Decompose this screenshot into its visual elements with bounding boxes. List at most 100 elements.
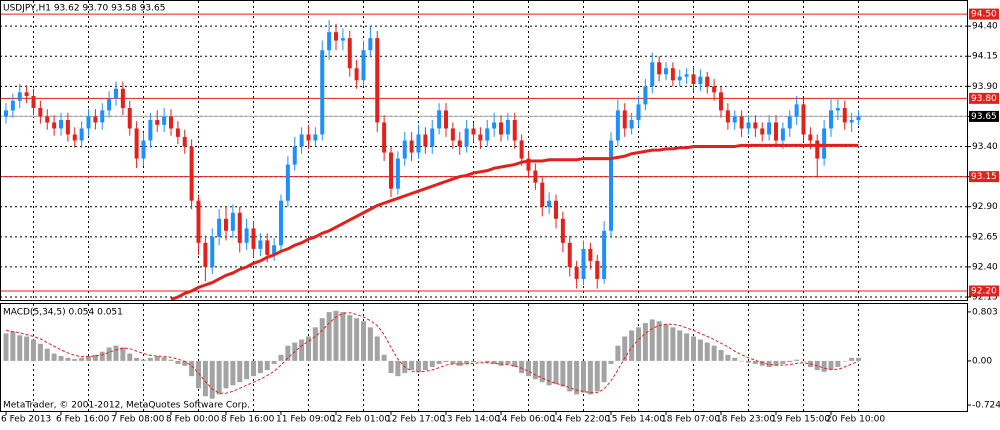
label-layer: USDJPY,H1 93.62 93.70 93.58 93.65 MACD(5…	[1, 4, 1000, 425]
candle-body	[505, 120, 510, 135]
macd-bar	[539, 360, 545, 383]
candle-body	[815, 140, 820, 159]
macd-bar	[436, 360, 442, 364]
candle-body	[4, 110, 8, 117]
candle-body	[402, 140, 407, 159]
macd-bar	[505, 360, 511, 364]
y-tick-label: 92.90	[972, 202, 998, 212]
candle-body	[437, 110, 442, 129]
candle-body	[244, 228, 249, 243]
candle-body	[340, 38, 345, 41]
macd-bar	[629, 330, 635, 361]
candle-body	[196, 200, 201, 243]
candle-body	[17, 92, 22, 101]
y-tick-label: -0.724	[972, 401, 1000, 411]
macd-bar	[264, 360, 270, 371]
macd-bar	[828, 360, 834, 371]
candle-body	[107, 98, 112, 111]
macd-bar	[409, 360, 415, 371]
candle-body	[602, 230, 607, 279]
candle-body	[760, 128, 765, 135]
candle-body	[423, 134, 428, 147]
y-tick-label: 94.40	[972, 22, 998, 32]
macd-bar	[491, 360, 497, 364]
candle-body	[664, 68, 668, 75]
macd-bar	[230, 360, 236, 386]
macd-bar	[691, 336, 696, 361]
macd-bar	[347, 315, 353, 361]
candle-body	[471, 128, 476, 135]
candle-body	[588, 248, 593, 261]
macd-bar	[498, 360, 504, 366]
candle-body	[162, 116, 167, 125]
macd-bar	[739, 360, 745, 362]
candle-body	[643, 86, 648, 105]
candle-body	[175, 128, 180, 137]
macd-bar	[801, 360, 806, 362]
candle-body	[272, 245, 277, 255]
candle-body	[774, 122, 778, 141]
candle-body	[849, 120, 854, 123]
candle-body	[52, 122, 57, 129]
x-tick-label: 6 Feb 2013	[1, 415, 51, 425]
macd-bar	[471, 360, 476, 363]
candle-body	[361, 50, 366, 81]
candle-body	[395, 158, 400, 189]
candle-body	[677, 76, 682, 81]
macd-bar	[319, 318, 325, 361]
x-tick-label: 7 Feb 08:00	[111, 415, 165, 425]
macd-bar	[340, 312, 346, 361]
candle-body	[533, 170, 538, 183]
candle-body	[512, 120, 517, 141]
macd-bar	[711, 345, 717, 361]
candle-body	[230, 212, 235, 231]
y-tick-label: 93.90	[972, 82, 998, 92]
candle-body	[79, 128, 84, 141]
candle-body	[712, 86, 717, 93]
price-level-box	[969, 8, 999, 20]
candle-body	[464, 128, 469, 147]
macd-bar	[732, 357, 738, 361]
macd-bar	[787, 360, 793, 363]
candle-body	[705, 76, 710, 87]
macd-bar	[92, 354, 98, 361]
macd-bar	[17, 335, 23, 361]
x-tick-label: 15 Feb 14:00	[606, 415, 665, 425]
macd-bar	[99, 351, 105, 361]
candle-body	[375, 38, 380, 123]
candle-body	[389, 152, 393, 189]
candle-body	[574, 266, 579, 279]
macd-bar	[780, 360, 786, 364]
x-tick-label: 14 Feb 06:00	[496, 415, 555, 425]
candle-body	[581, 248, 586, 279]
candle-body	[347, 38, 352, 69]
x-tick-label: 19 Feb 15:00	[771, 415, 830, 425]
macd-bar	[725, 354, 731, 361]
candle-body	[320, 50, 325, 135]
candle-body	[31, 95, 36, 108]
macd-bar	[560, 360, 566, 387]
macd-bar	[670, 327, 676, 361]
macd-bar	[601, 360, 607, 383]
macd-bar	[161, 357, 167, 361]
candle-body	[856, 116, 861, 121]
macd-bar	[677, 330, 683, 361]
macd-bar	[216, 360, 222, 395]
y-tick-label: 92.40	[972, 262, 998, 272]
macd-bar	[526, 360, 531, 377]
macd-bar	[567, 360, 573, 392]
candle-body	[615, 110, 620, 141]
macd-bar	[663, 324, 669, 361]
candle-body	[595, 260, 600, 279]
candle-body	[59, 120, 63, 129]
candle-body	[622, 110, 627, 129]
macd-bar	[154, 356, 160, 361]
candle-body	[560, 218, 565, 243]
candle-body	[554, 200, 558, 219]
x-tick-label: 18 Feb 23:00	[716, 415, 775, 425]
candle-body	[794, 104, 799, 117]
candle-body	[829, 110, 833, 129]
x-tick-label: 18 Feb 07:00	[661, 415, 720, 425]
candle-body	[478, 134, 483, 141]
macd-bar	[849, 357, 855, 361]
